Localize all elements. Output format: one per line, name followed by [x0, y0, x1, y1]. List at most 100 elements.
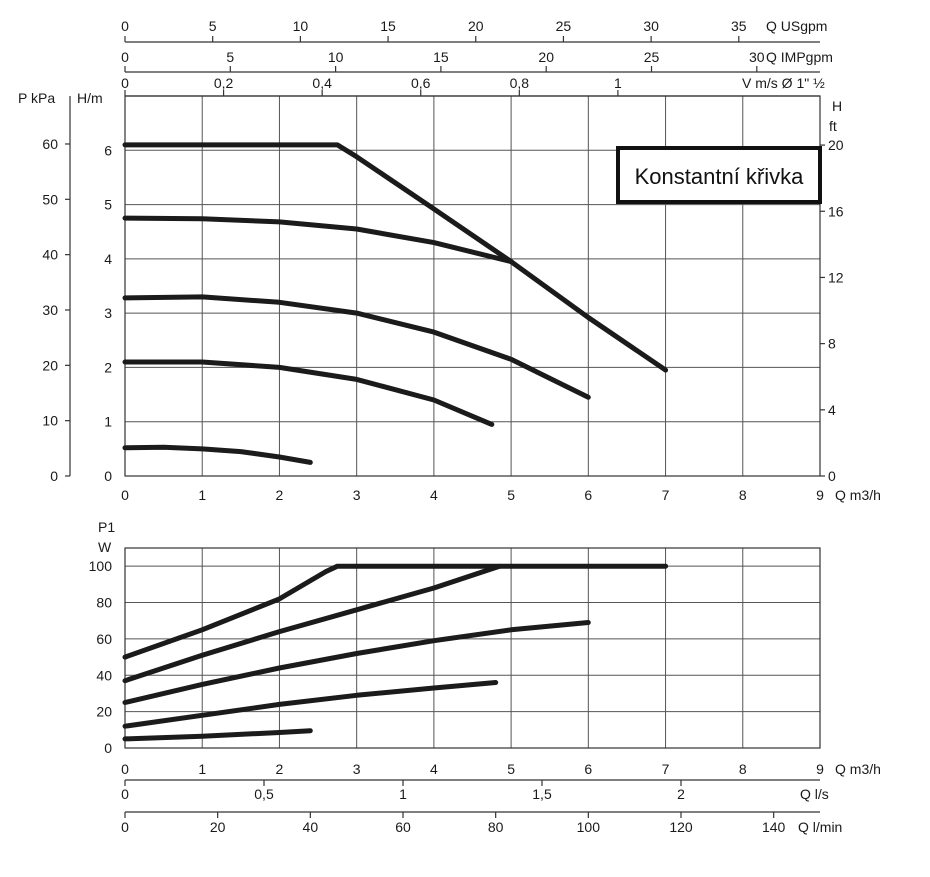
y-tick-label-ft: 4: [828, 402, 836, 418]
y-tick-label-ft: 20: [828, 137, 844, 153]
top-axis-tick-label: 25: [644, 49, 660, 65]
x-tick-label: 1: [198, 487, 206, 503]
top-axis-tick-label: 10: [328, 49, 344, 65]
y-tick-label-h: 5: [104, 197, 112, 213]
top-axis-tick-label: 0: [121, 49, 129, 65]
power-curve-5: [122, 728, 313, 742]
y-axis-label-ft-unit: ft: [829, 118, 837, 134]
power-curve-4: [122, 680, 499, 729]
y-tick-label-ft: 8: [828, 336, 836, 352]
top-axis-label: V m/s Ø 1" ½: [742, 75, 825, 91]
y-tick-label-w: 0: [104, 740, 112, 756]
head-curve-5: [122, 444, 313, 465]
top-axis-tick-label: 5: [209, 18, 217, 34]
x-tick-label: 2: [276, 761, 284, 777]
x-tick-label: 3: [353, 487, 361, 503]
top-axis-label: Q USgpm: [766, 18, 827, 34]
x-tick-label: 3: [353, 761, 361, 777]
bottom-axis-tick-label: 20: [210, 819, 226, 835]
top-axis-tick-label: 30: [643, 18, 659, 34]
x-axis-label: Q m3/h: [835, 487, 881, 503]
bottom-axis-tick-label: 0: [121, 819, 129, 835]
bottom-axis-tick-label: 1: [399, 786, 407, 802]
y-axis-label-p1: P1: [98, 519, 115, 535]
power-curve-3: [122, 620, 591, 705]
head-curve-3: [122, 294, 591, 400]
power-curve-2: [122, 563, 502, 684]
head-curve-1: [122, 142, 669, 373]
x-tick-label: 5: [507, 761, 515, 777]
y-tick-label-h: 1: [104, 414, 112, 430]
legend-text: Konstantní křivka: [635, 164, 805, 189]
x-tick-label: 7: [662, 761, 670, 777]
top-axis-tick-label: 0,4: [312, 75, 332, 91]
y-axis-label-ft-h: H: [832, 98, 842, 114]
y-axis-label-w: W: [98, 539, 112, 555]
x-tick-label: 9: [816, 487, 824, 503]
top-axis-tick-label: 20: [468, 18, 484, 34]
top-axis-tick-label: 15: [380, 18, 396, 34]
x-tick-label: 8: [739, 487, 747, 503]
y-tick-label-w: 60: [96, 631, 112, 647]
head-curve-4: [122, 359, 495, 427]
bottom-axis-tick-label: 0: [121, 786, 129, 802]
y-tick-label-ft: 0: [828, 468, 836, 484]
bottom-axis-tick-label: 0,5: [254, 786, 274, 802]
bottom-axis-tick-label: 40: [303, 819, 319, 835]
top-axis-tick-label: 0,2: [214, 75, 234, 91]
top-axis-label: Q IMPgpm: [766, 49, 833, 65]
top-axis-tick-label: 0,6: [411, 75, 431, 91]
top-axis-tick-label: 1: [614, 75, 622, 91]
y-tick-label-kpa: 20: [42, 357, 58, 373]
bottom-axis-tick-label: 120: [669, 819, 693, 835]
bottom-axis-tick-label: 2: [677, 786, 685, 802]
bottom-axis-tick-label: 60: [395, 819, 411, 835]
y-tick-label-h: 4: [104, 251, 112, 267]
x-tick-label: 1: [198, 761, 206, 777]
top-axis-tick-label: 10: [293, 18, 309, 34]
x-tick-label: 4: [430, 761, 438, 777]
x-tick-label: 4: [430, 487, 438, 503]
y-tick-label-w: 100: [89, 558, 113, 574]
y-tick-label-kpa: 50: [42, 191, 58, 207]
y-tick-label-ft: 12: [828, 269, 844, 285]
y-tick-label-w: 80: [96, 595, 112, 611]
y-tick-label-w: 20: [96, 704, 112, 720]
bottom-axis-tick-label: 80: [488, 819, 504, 835]
bottom-axis-tick-label: 140: [762, 819, 786, 835]
x-tick-label: 6: [584, 761, 592, 777]
x-tick-label: 9: [816, 761, 824, 777]
y-tick-label-h: 2: [104, 359, 112, 375]
top-axis-tick-label: 0: [121, 75, 129, 91]
y-axis-label-kpa: P kPa: [18, 90, 55, 106]
x-tick-label: 2: [276, 487, 284, 503]
top-axis-tick-label: 35: [731, 18, 747, 34]
x-tick-label: 8: [739, 761, 747, 777]
top-axis-tick-label: 20: [538, 49, 554, 65]
x-tick-label: 7: [662, 487, 670, 503]
top-axis-tick-label: 25: [556, 18, 572, 34]
top-axis-tick-label: 0: [121, 18, 129, 34]
x-axis-label: Q m3/h: [835, 761, 881, 777]
top-axis-tick-label: 5: [226, 49, 234, 65]
plot-frame-bottom: [124, 547, 821, 749]
y-tick-label-h: 0: [104, 468, 112, 484]
y-tick-label-h: 6: [104, 142, 112, 158]
y-tick-label-kpa: 10: [42, 413, 58, 429]
bottom-axis-tick-label: 1,5: [532, 786, 552, 802]
y-tick-label-w: 40: [96, 667, 112, 683]
y-axis-label-h: H/m: [77, 90, 103, 106]
x-tick-label: 6: [584, 487, 592, 503]
y-tick-label-h: 3: [104, 305, 112, 321]
y-tick-label-ft: 16: [828, 203, 844, 219]
x-tick-label: 0: [121, 487, 129, 503]
x-tick-label: 5: [507, 487, 515, 503]
head-curve-2: [122, 215, 514, 265]
legend-box: [616, 146, 822, 204]
top-axis-tick-label: 30: [749, 49, 765, 65]
y-tick-label-kpa: 30: [42, 302, 58, 318]
bottom-axis-tick-label: 100: [577, 819, 601, 835]
top-axis-tick-label: 0,8: [510, 75, 530, 91]
bottom-axis-label: Q l/min: [798, 819, 842, 835]
